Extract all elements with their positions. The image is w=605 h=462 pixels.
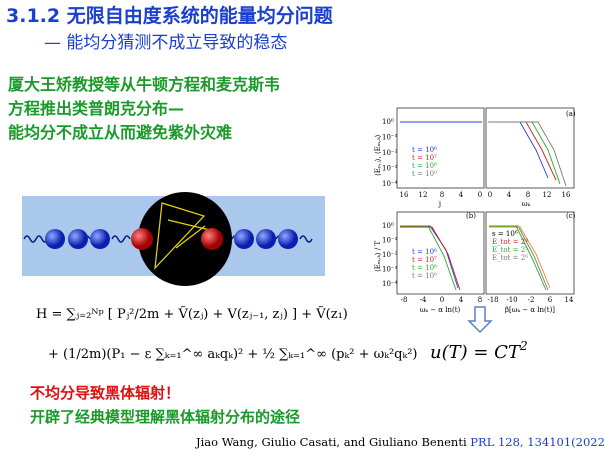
x-tick-label: 8 xyxy=(478,296,482,304)
x-axis-label: j xyxy=(438,200,441,208)
x-tick-label: 16 xyxy=(562,191,571,199)
x-tick-label: -2 xyxy=(528,296,535,304)
y-tick-label: 10⁻³ xyxy=(382,165,398,173)
intro-line: 能均分不成立从而避免紫外灾难 xyxy=(8,123,232,142)
figure-text: (a) (b) (c) ⟨Eₚ,ⱼ⟩, ⟨Eₘ,ₖ⟩ ⟨Eₘ,ₖ⟩ / T 10⁰ 10⁰ 1… xyxy=(374,110,576,314)
legend-entry: E_tot = 2⁶ xyxy=(492,254,528,262)
result-formula: u(T) = CT2 xyxy=(430,339,528,363)
citation: Jiao Wang, Giulio Casati, and Giuliano B… xyxy=(195,435,605,449)
legend-entry: t = 10⁹ xyxy=(412,170,437,178)
panel-label: (a) xyxy=(566,110,576,118)
conclusion: 开辟了经典模型理解黑体辐射分布的途径 xyxy=(30,408,300,426)
x-tick-label: 4 xyxy=(459,191,464,199)
intro-line: 厦大王矫教授等从牛顿方程和麦克斯韦 xyxy=(8,75,280,94)
y-tick-label: 10⁰ xyxy=(382,222,394,230)
legend-entry: t = 10⁷ xyxy=(412,154,437,162)
legend-entry: t = 10⁷ xyxy=(412,256,437,264)
figure-frames xyxy=(396,107,575,295)
chain-illustration xyxy=(22,192,325,286)
authors: Jiao Wang, Giulio Casati, and Giuliano B… xyxy=(195,435,467,449)
x-tick-label: 0 xyxy=(488,191,492,199)
result-power: 2 xyxy=(519,339,528,353)
x-tick-label: 12 xyxy=(543,191,552,199)
y-axis-label: ⟨Eₘ,ₖ⟩ / T xyxy=(374,241,382,272)
legend-entry: E_tot = 2⁵ xyxy=(492,246,528,254)
result-text: u(T) = CT xyxy=(430,342,522,363)
x-tick-label: 4 xyxy=(459,296,464,304)
figure-curves xyxy=(400,121,567,291)
reference: PRL 128, 134101(2022) xyxy=(470,435,605,449)
x-tick-label: 0 xyxy=(440,296,444,304)
y-tick-label: 10⁻¹ xyxy=(382,134,398,142)
x-tick-label: 6 xyxy=(548,296,553,304)
subtitle: — 能均分猜测不成立导致的稳态 xyxy=(44,33,287,53)
x-tick-label: 14 xyxy=(565,296,574,304)
arrow xyxy=(467,306,493,334)
y-tick-label: 10⁻¹ xyxy=(382,237,398,245)
x-tick-label: -18 xyxy=(487,296,498,304)
x-tick-label: 8 xyxy=(526,191,530,199)
x-axis-label: ωₖ xyxy=(522,200,531,208)
y-tick-label: 10⁻³ xyxy=(382,266,398,274)
x-tick-label: -4 xyxy=(420,296,427,304)
x-axis-label: ωₖ − α ln(t) xyxy=(420,306,461,314)
y-tick-label: 10⁻² xyxy=(382,251,398,259)
y-tick-label: 10⁻² xyxy=(382,149,398,157)
x-tick-label: 0 xyxy=(478,191,482,199)
legend-entry: s = 10⁶ xyxy=(492,230,518,238)
y-axis-label: ⟨Eₚ,ⱼ⟩, ⟨Eₘ,ₖ⟩ xyxy=(374,134,382,176)
conclusion: 不均分导致黑体辐射！ xyxy=(30,384,180,402)
x-tick-label: 4 xyxy=(507,191,512,199)
x-tick-label: 16 xyxy=(400,191,409,199)
legend-entry: t = 10⁸ xyxy=(412,162,437,170)
title: 3.1.2 无限自由度系统的能量均分问题 xyxy=(6,4,333,27)
x-tick-label: -10 xyxy=(506,296,517,304)
intro-line: 方程推出类普朗克分布— xyxy=(8,99,184,118)
legend-entry: t = 10⁹ xyxy=(412,272,437,280)
x-tick-label: -8 xyxy=(401,296,408,304)
x-axis-label: β[ωₖ − α ln(t)] xyxy=(505,306,555,314)
panel-label: (c) xyxy=(566,212,576,220)
x-tick-label: 8 xyxy=(440,191,444,199)
legend-entry: E_tot = 2⁴ xyxy=(492,238,528,246)
formula-line: + (1/2m)(P₁ − ε ∑ₖ₌₁^∞ aₖqₖ)² + ½ ∑ₖ₌₁^∞… xyxy=(48,347,418,362)
y-tick-label: 10⁻⁴ xyxy=(382,180,398,188)
y-tick-label: 10⁻⁴ xyxy=(382,280,398,288)
x-tick-label: 12 xyxy=(419,191,428,199)
formula-line: H = ∑ⱼ₌₂ᴺᵖ [ Pⱼ²/2m + Ṽ(zⱼ) + V(zⱼ₋₁, zⱼ… xyxy=(36,306,348,322)
panel-label: (b) xyxy=(466,212,476,220)
legend-entry: t = 10⁸ xyxy=(412,264,437,272)
legend-entry: t = 10⁶ xyxy=(412,146,437,154)
y-tick-label: 10⁰ xyxy=(382,118,394,126)
legend-entry: t = 10⁶ xyxy=(412,248,437,256)
